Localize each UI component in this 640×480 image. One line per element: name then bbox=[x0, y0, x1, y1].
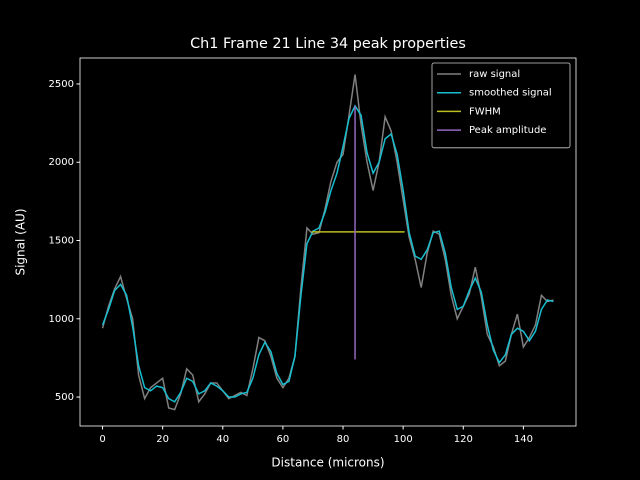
legend-label: raw signal bbox=[469, 69, 520, 80]
y-tick-label: 2000 bbox=[49, 157, 74, 168]
x-axis-label: Distance (microns) bbox=[271, 456, 384, 470]
legend-label: smoothed signal bbox=[469, 88, 552, 99]
y-tick-label: 1500 bbox=[49, 236, 74, 247]
y-axis-label: Signal (AU) bbox=[14, 208, 28, 275]
x-tick-label: 60 bbox=[277, 434, 290, 445]
axes-frame bbox=[79, 57, 577, 427]
series-line bbox=[101, 74, 554, 411]
y-tick-label: 500 bbox=[55, 392, 74, 403]
y-tick-label: 1000 bbox=[49, 314, 74, 325]
x-tick-label: 120 bbox=[454, 434, 473, 445]
chart-title: Ch1 Frame 21 Line 34 peak properties bbox=[190, 36, 466, 52]
x-tick-label: 0 bbox=[99, 434, 105, 445]
x-tick-label: 20 bbox=[156, 434, 169, 445]
legend-box bbox=[431, 62, 571, 149]
legend-label: FWHM bbox=[469, 106, 501, 117]
y-tick-label: 2500 bbox=[49, 79, 74, 90]
series-line bbox=[101, 104, 554, 403]
x-tick-label: 80 bbox=[337, 434, 350, 445]
x-tick-label: 40 bbox=[216, 434, 229, 445]
legend-label: Peak amplitude bbox=[469, 125, 546, 136]
x-tick-label: 140 bbox=[514, 434, 533, 445]
x-tick-label: 100 bbox=[394, 434, 413, 445]
